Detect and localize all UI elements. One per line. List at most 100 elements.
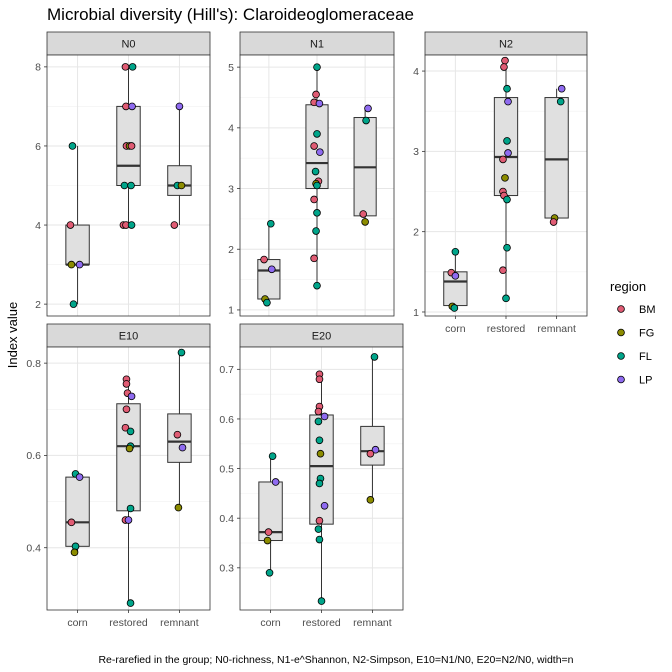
facet-strip-label: N0 — [121, 39, 135, 51]
data-point-fl — [68, 142, 77, 150]
legend-swatch — [617, 305, 625, 313]
data-point-bm — [121, 423, 130, 432]
data-point-fl — [311, 167, 320, 176]
panel-n2: N2 1 2 3 4 corn restored remnant — [413, 31, 588, 335]
data-point-fl — [127, 181, 135, 190]
data-point-bm — [549, 218, 558, 226]
facet-strip-label: N1 — [310, 39, 324, 51]
x-tick-label: restored — [109, 617, 148, 629]
legend-label: LP — [639, 375, 652, 387]
data-point-bm — [173, 430, 182, 439]
data-point-bm — [310, 142, 318, 150]
y-tick-label: 0.7 — [219, 364, 234, 376]
y-tick-label: 0.6 — [26, 450, 41, 462]
boxplot-remnant — [360, 356, 385, 500]
data-point-fg — [67, 260, 76, 269]
facet-strip-label: N2 — [499, 39, 513, 51]
data-point-fl — [315, 479, 324, 488]
data-point-fl — [502, 294, 510, 303]
data-point-bm — [315, 375, 324, 384]
data-point-bm — [499, 266, 507, 275]
legend-title: region — [610, 279, 646, 294]
y-tick-label: 0.5 — [219, 463, 234, 475]
x-tick-label: remnant — [160, 617, 199, 629]
data-point-lp — [364, 104, 372, 113]
caption: Re-rarefied in the group; N0-richness, N… — [98, 654, 573, 666]
y-tick-label: 3 — [413, 146, 419, 158]
panel-border — [239, 54, 395, 317]
y-tick-label: 4 — [413, 66, 419, 78]
y-tick-label: 0.6 — [219, 414, 234, 426]
data-point-fl — [268, 452, 277, 460]
data-point-fl — [313, 63, 321, 71]
data-point-fl — [450, 304, 459, 312]
data-point-bm — [67, 518, 76, 527]
legend-item-fl: FL — [617, 351, 652, 363]
boxplot-remnant — [167, 106, 192, 226]
data-point-lp — [504, 149, 512, 157]
data-point-lp — [371, 445, 380, 454]
legend-label: FG — [639, 328, 654, 340]
data-point-fl — [314, 525, 323, 533]
data-point-fg — [366, 496, 375, 504]
data-point-fl — [313, 281, 321, 290]
boxplot-remnant — [353, 108, 377, 222]
data-point-fl — [126, 427, 135, 436]
legend-item-fg: FG — [617, 328, 654, 340]
data-point-lp — [124, 516, 133, 524]
data-point-fl — [263, 298, 271, 307]
data-point-lp — [320, 501, 329, 510]
data-point-bm — [127, 142, 136, 150]
data-point-fl — [503, 195, 511, 204]
data-point-fl — [313, 130, 321, 138]
data-point-fl — [503, 137, 511, 145]
y-tick-label: 0.3 — [219, 563, 234, 575]
y-tick-label: 0.4 — [26, 543, 41, 555]
box — [65, 224, 90, 266]
data-point-bm — [501, 56, 509, 65]
data-point-bm — [315, 516, 324, 525]
data-point-fl — [128, 63, 137, 71]
data-point-fl — [362, 116, 370, 125]
data-point-bm — [359, 210, 368, 218]
data-point-fl — [126, 504, 135, 513]
data-point-lp — [75, 260, 84, 269]
x-tick-label: corn — [67, 617, 88, 629]
data-point-fl — [120, 181, 129, 190]
boxplot-corn — [65, 473, 90, 553]
panel-e20: E20 0.3 0.4 0.5 0.6 0.7 corn restored remnant — [219, 323, 404, 629]
x-tick-label: remnant — [537, 323, 576, 335]
y-tick-label: 6 — [35, 141, 41, 153]
data-point-fl — [370, 353, 379, 361]
data-point-fg — [125, 444, 134, 453]
data-point-fg — [501, 174, 509, 182]
legend-swatch — [617, 352, 625, 360]
panel-border — [46, 54, 211, 317]
y-tick-label: 2 — [35, 299, 41, 311]
data-point-fl — [126, 599, 135, 607]
data-point-lp — [267, 265, 276, 274]
box — [257, 259, 281, 300]
legend-item-bm: BM — [617, 304, 656, 316]
y-tick-label: 4 — [35, 220, 41, 232]
chart-title: Microbial diversity (Hill's): Claroideog… — [47, 5, 414, 24]
data-point-lp — [557, 84, 566, 93]
legend: region BM FG FL LP — [610, 279, 656, 387]
data-point-bm — [122, 380, 131, 388]
x-tick-label: restored — [487, 323, 526, 335]
data-point-bm — [66, 221, 75, 229]
data-point-lp — [178, 443, 187, 452]
data-point-bm — [170, 221, 179, 229]
data-point-bm — [366, 449, 375, 458]
y-tick-label: 1 — [413, 307, 419, 319]
data-point-fl — [265, 568, 274, 577]
legend-item-lp: LP — [617, 375, 652, 387]
data-point-lp — [175, 102, 184, 111]
data-point-bm — [260, 255, 268, 264]
y-tick-label: 1 — [228, 305, 234, 317]
data-point-fl — [314, 417, 323, 426]
panel-e10: E10 0.4 0.6 0.8 corn restored remnant — [26, 323, 211, 629]
data-point-fg — [263, 536, 272, 545]
